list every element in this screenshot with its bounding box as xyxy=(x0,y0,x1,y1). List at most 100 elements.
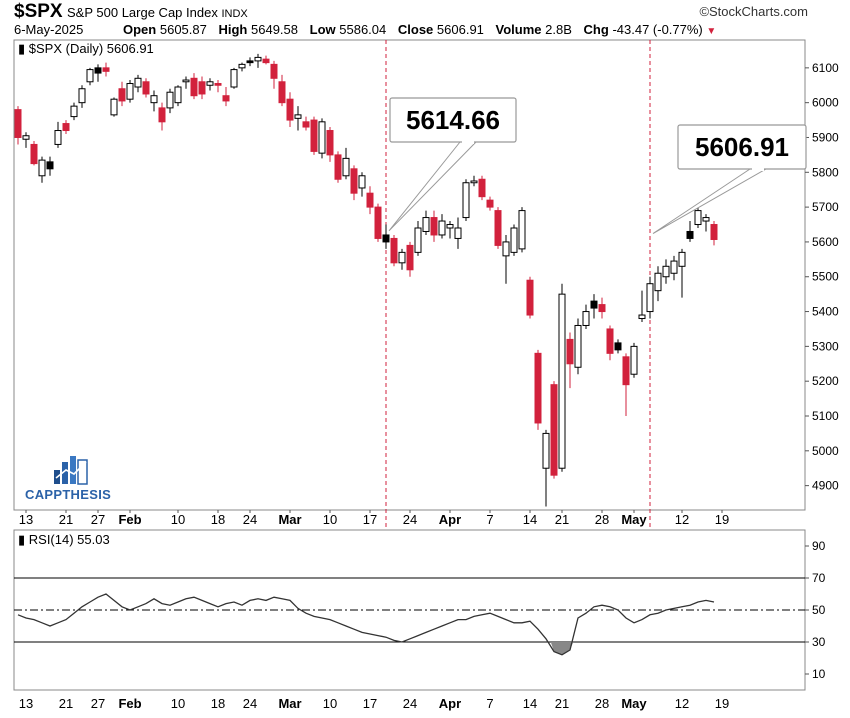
x-tick-label: 17 xyxy=(363,696,377,711)
candle xyxy=(374,206,382,239)
high-label: High xyxy=(218,22,248,37)
candle xyxy=(350,168,358,194)
price-tick-label: 5100 xyxy=(812,409,839,423)
candle xyxy=(238,63,246,69)
x-tick-label: 24 xyxy=(243,696,257,711)
x-tick-label: 28 xyxy=(595,696,609,711)
candle xyxy=(246,60,254,64)
x-tick-label: 10 xyxy=(171,696,185,711)
candle xyxy=(566,338,574,365)
callout-pointer xyxy=(652,168,767,234)
candle xyxy=(190,77,198,97)
candle xyxy=(454,227,462,239)
candle xyxy=(670,260,678,274)
brand-link[interactable]: ©StockCharts.com xyxy=(699,4,808,19)
x-tick-label: Mar xyxy=(278,696,301,711)
candle xyxy=(430,217,438,236)
candle xyxy=(318,121,326,154)
rsi-tick-label: 30 xyxy=(812,635,826,649)
candle xyxy=(606,328,614,354)
callout-box xyxy=(389,97,517,143)
candle xyxy=(494,210,502,246)
candle xyxy=(262,58,270,64)
x-tick-label: 17 xyxy=(363,512,377,527)
x-tick-label: 24 xyxy=(403,512,417,527)
candle xyxy=(110,98,118,116)
candle xyxy=(574,324,582,368)
high-value: 5649.58 xyxy=(251,22,298,37)
candle xyxy=(646,283,654,313)
candle xyxy=(582,311,590,326)
candle xyxy=(270,63,278,79)
x-axis: 13 13 21 21 27 27 Feb Feb 10 10 18 18 24 24 Mar Mar 10 10… xyxy=(19,510,729,711)
callout-label: 5614.66 xyxy=(406,105,500,135)
volume-value: 2.8B xyxy=(545,22,572,37)
x-tick-label: 21 xyxy=(59,696,73,711)
x-tick-label: 14 xyxy=(523,512,537,527)
candle xyxy=(102,67,110,72)
chg-value: -43.47 (-0.77%) xyxy=(612,22,703,37)
candle xyxy=(486,199,494,208)
price-tick-label: 5800 xyxy=(812,165,839,179)
candle xyxy=(22,135,30,140)
candle xyxy=(254,56,262,62)
ohlc-bar: 6-May-2025 Open 5605.87 High 5649.58 Low… xyxy=(14,22,716,37)
candle xyxy=(462,182,470,219)
candle xyxy=(502,241,510,257)
candle xyxy=(326,130,334,156)
candle xyxy=(382,234,390,243)
x-tick-label: May xyxy=(621,512,647,527)
candle xyxy=(630,345,638,375)
price-tick-label: 5400 xyxy=(812,305,839,319)
candle xyxy=(558,293,566,469)
price-panel: 6100 6000 5900 5800 5700 5600 5500 5400 5300 5200… xyxy=(13,39,839,690)
x-tick-label: 10 xyxy=(323,696,337,711)
price-tick-label: 5300 xyxy=(812,339,839,353)
rsi-tick-label: 10 xyxy=(812,667,826,681)
close-value: 5606.91 xyxy=(436,22,484,37)
rsi-panel: 90 70 50 30 10 ▮ RSI(14) 55.03 xyxy=(13,529,826,691)
down-arrow-icon: ▼ xyxy=(706,26,717,37)
x-tick-label: 13 xyxy=(19,696,33,711)
x-tick-label: 13 xyxy=(19,512,33,527)
chart-header: $SPX S&P 500 Large Cap Index INDX ©Stock… xyxy=(0,0,850,40)
price-tick-label: 5000 xyxy=(812,444,839,458)
candle xyxy=(222,95,230,102)
candle xyxy=(398,251,406,264)
candle xyxy=(550,384,558,476)
capp-thesis-logo: CAPPTHESIS xyxy=(25,456,111,502)
candle xyxy=(30,143,38,165)
candle xyxy=(598,304,606,313)
candle xyxy=(54,130,62,145)
candle xyxy=(206,81,214,86)
candle xyxy=(358,175,366,189)
candle xyxy=(678,251,686,267)
candle xyxy=(526,279,534,316)
open-label: Open xyxy=(123,22,157,37)
rsi-tick-label: 70 xyxy=(812,571,826,585)
candle xyxy=(230,69,238,88)
date: 6-May-2025 xyxy=(14,22,84,37)
candle xyxy=(158,107,166,123)
candle xyxy=(510,227,518,253)
x-tick-label: 19 xyxy=(715,512,729,527)
candle xyxy=(590,300,598,309)
x-tick-label: 21 xyxy=(555,696,569,711)
x-tick-label: 10 xyxy=(323,512,337,527)
x-tick-label: 18 xyxy=(211,696,225,711)
price-tick-label: 5500 xyxy=(812,270,839,284)
candle xyxy=(334,154,342,180)
candle xyxy=(390,237,398,264)
candle xyxy=(366,192,374,208)
candle xyxy=(622,356,630,386)
x-tick-label: Feb xyxy=(118,696,141,711)
candle xyxy=(134,77,142,88)
x-tick-label: 28 xyxy=(595,512,609,527)
candle xyxy=(638,314,646,320)
candle xyxy=(438,220,446,236)
price-tick-label: 5600 xyxy=(812,235,839,249)
candle xyxy=(174,86,182,104)
candle xyxy=(694,210,702,226)
candle xyxy=(654,272,662,292)
